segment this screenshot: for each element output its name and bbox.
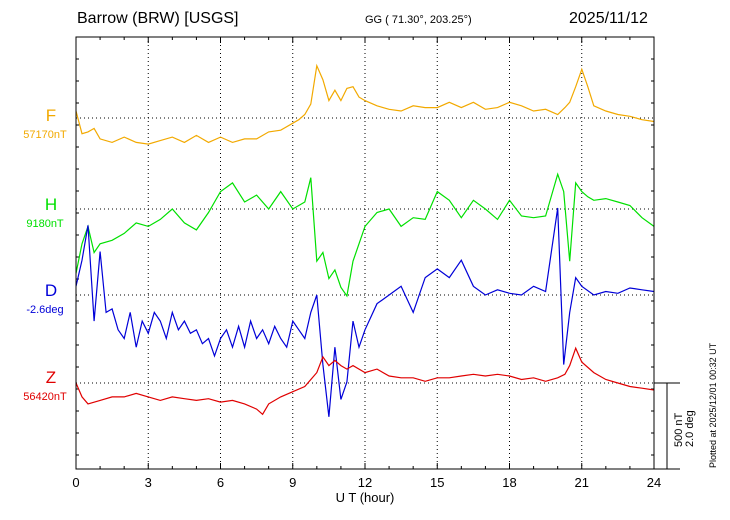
baseline-label-Z: 56420nT (23, 391, 67, 403)
x-tick-label: 15 (430, 475, 444, 490)
x-tick-label: 0 (72, 475, 79, 490)
series-letter-Z: Z (46, 368, 56, 387)
coordinates-label: GG ( 71.30°, 203.25°) (365, 14, 472, 26)
x-tick-label: 21 (575, 475, 589, 490)
x-tick-label: 6 (217, 475, 224, 490)
x-tick-label: 9 (289, 475, 296, 490)
series-line-H (76, 172, 654, 298)
x-tick-label: 24 (647, 475, 661, 490)
x-tick-label: 18 (502, 475, 516, 490)
grid (76, 37, 654, 469)
series-line-F (76, 63, 654, 145)
baseline-label-D: -2.6deg (26, 304, 63, 316)
scale-bar-nt-label: 500 nT (673, 412, 685, 447)
date-label: 2025/11/12 (569, 10, 648, 27)
series-letter-F: F (46, 106, 56, 125)
plotted-timestamp: Plotted at 2025/12/01 00:32 UT (708, 342, 718, 468)
series-line-Z (76, 346, 654, 416)
x-tick-label: 12 (358, 475, 372, 490)
plot-frame (75, 36, 655, 470)
baseline-label-F: 57170nT (23, 129, 67, 141)
series-letter-H: H (45, 195, 57, 214)
scale-bar-deg-label: 2.0 deg (684, 410, 696, 447)
series-line-D (76, 207, 654, 417)
station-title: Barrow (BRW) [USGS] (77, 10, 239, 27)
series-letter-D: D (45, 281, 57, 300)
x-axis-label: U T (hour) (336, 490, 395, 505)
baseline-label-H: 9180nT (26, 218, 64, 230)
x-tick-label: 3 (145, 475, 152, 490)
